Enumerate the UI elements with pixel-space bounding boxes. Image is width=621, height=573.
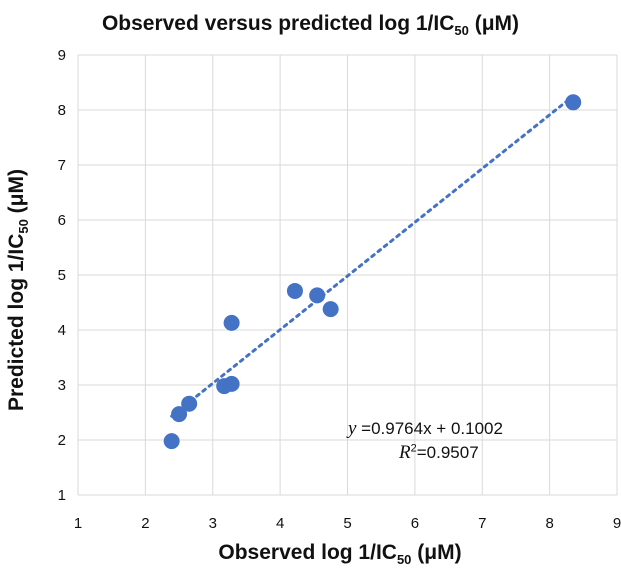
data-point bbox=[309, 287, 326, 304]
x-tick-label: 2 bbox=[141, 515, 149, 532]
data-point bbox=[223, 314, 240, 331]
x-tick-label: 4 bbox=[276, 515, 284, 532]
data-point bbox=[322, 301, 339, 318]
data-point bbox=[286, 282, 303, 299]
data-points bbox=[163, 94, 582, 450]
y-tick-label: 1 bbox=[58, 487, 66, 504]
y-axis-label: Predicted log 1/IC50 (μM) bbox=[5, 168, 31, 412]
y-tick-label: 6 bbox=[58, 212, 66, 229]
data-point bbox=[181, 395, 198, 412]
x-tick-label: 7 bbox=[478, 515, 486, 532]
x-tick-label: 9 bbox=[613, 515, 621, 532]
data-point bbox=[565, 94, 582, 111]
chart-title: Observed versus predicted log 1/IC50 (μM… bbox=[101, 12, 520, 38]
y-tick-label: 5 bbox=[58, 267, 66, 284]
data-point bbox=[223, 375, 240, 392]
y-tick-label: 9 bbox=[58, 47, 66, 64]
y-tick-label: 7 bbox=[58, 157, 66, 174]
regression-equation: y =0.9764x + 0.1002 bbox=[348, 418, 503, 439]
x-tick-label: 3 bbox=[209, 515, 217, 532]
data-point bbox=[171, 406, 188, 423]
tick-labels: 1 2 3 4 5 6 7 8 9 1 2 3 4 5 6 7 8 9 bbox=[58, 47, 621, 532]
y-tick-label: 2 bbox=[58, 432, 66, 449]
y-tick-label: 4 bbox=[58, 322, 66, 339]
data-point bbox=[163, 433, 180, 450]
x-axis-label: Observed log 1/IC50 (μM) bbox=[218, 541, 462, 567]
trendline bbox=[170, 94, 575, 418]
y-tick-label: 3 bbox=[58, 377, 66, 394]
trendline-group bbox=[170, 94, 575, 418]
y-tick-label: 8 bbox=[58, 102, 66, 119]
x-tick-label: 8 bbox=[545, 515, 553, 532]
r-squared-label: R2=0.9507 bbox=[399, 442, 479, 463]
x-tick-label: 1 bbox=[74, 515, 82, 532]
x-tick-label: 5 bbox=[343, 515, 351, 532]
x-tick-label: 6 bbox=[411, 515, 419, 532]
